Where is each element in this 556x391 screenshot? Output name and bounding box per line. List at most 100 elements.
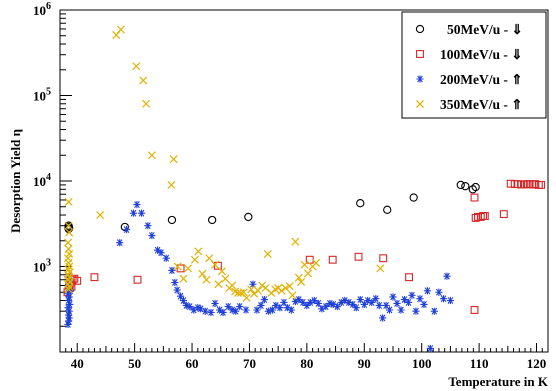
y-tick-label: 105 (33, 87, 51, 104)
x-tick-label: 90 (358, 356, 371, 371)
data-point (142, 99, 151, 108)
data-point (470, 306, 479, 314)
data-point (148, 231, 156, 240)
data-point (211, 299, 219, 308)
data-point (250, 289, 259, 298)
legend-label-200mev: 200MeV/u - ⇑ (440, 72, 523, 87)
data-point (295, 296, 303, 304)
data-point (376, 264, 385, 273)
data-point (420, 300, 428, 309)
data-point (169, 155, 178, 164)
data-point (281, 284, 290, 293)
data-point (383, 205, 392, 214)
data-point (186, 302, 194, 311)
data-point (416, 295, 424, 303)
data-point (349, 300, 357, 309)
data-point (260, 296, 268, 304)
data-point (285, 282, 294, 291)
data-point (221, 274, 230, 283)
data-point (147, 151, 156, 160)
data-point (182, 301, 190, 310)
data-point (207, 215, 217, 225)
data-point (306, 298, 314, 307)
data-point (65, 307, 73, 315)
data-point (217, 267, 226, 276)
data-point (168, 266, 176, 275)
data-point (244, 212, 253, 222)
data-point (294, 273, 303, 282)
series-cross (64, 25, 385, 302)
data-point (202, 275, 211, 284)
data-point (236, 302, 244, 311)
data-point (299, 298, 307, 307)
legend-marker (416, 50, 424, 58)
data-point (470, 193, 479, 202)
data-point (133, 200, 141, 209)
data-point (205, 254, 214, 263)
data-point (435, 288, 443, 296)
data-point (171, 278, 179, 287)
data-point (65, 314, 73, 322)
data-point (228, 306, 236, 314)
data-point (167, 180, 176, 189)
data-point (393, 299, 401, 308)
data-point (154, 246, 162, 254)
data-point (65, 293, 73, 301)
data-point (537, 180, 546, 189)
data-point (184, 264, 193, 273)
y-tick-label: 104 (33, 172, 51, 189)
data-point (242, 306, 250, 314)
data-points (63, 25, 546, 353)
data-point (356, 296, 364, 304)
data-point (291, 237, 300, 246)
axis-ticks: 40 50 60 70 80 90 100 110 120 103 104 105 106 (33, 1, 549, 371)
data-point (64, 285, 73, 294)
data-point (372, 295, 380, 303)
data-point (194, 304, 202, 312)
data-point (476, 212, 485, 221)
data-point (264, 307, 273, 315)
data-point (249, 280, 257, 288)
data-point (461, 182, 470, 191)
data-point (129, 209, 138, 217)
data-point (253, 306, 261, 314)
data-point (137, 209, 146, 217)
legend-label-50mev: 50MeV/u - ⇓ (447, 22, 523, 37)
data-point (276, 304, 284, 312)
data-point (144, 222, 152, 230)
data-point (176, 292, 185, 300)
data-point (239, 288, 248, 297)
data-point (408, 291, 416, 299)
data-point (389, 293, 397, 301)
data-point (190, 306, 198, 314)
data-point (96, 210, 105, 220)
data-point (197, 305, 205, 313)
data-point (173, 262, 182, 271)
data-point (379, 254, 388, 263)
data-point (132, 62, 141, 71)
data-point (65, 228, 74, 237)
data-point (456, 180, 465, 190)
data-point (272, 301, 280, 310)
data-point (277, 286, 286, 295)
x-tick-label: 70 (243, 356, 256, 371)
data-point (352, 304, 360, 312)
data-point (499, 210, 508, 219)
data-point (375, 301, 383, 310)
legend-label-100mev: 100MeV/u - ⇓ (440, 47, 523, 62)
legend-box (401, 11, 547, 119)
data-point (133, 275, 142, 284)
data-point (471, 213, 480, 222)
data-point (326, 299, 334, 308)
data-point (179, 274, 188, 283)
data-point (379, 314, 387, 322)
data-point (116, 239, 124, 247)
data-point (303, 269, 313, 278)
data-point (300, 260, 309, 269)
data-point (162, 254, 170, 262)
data-point (201, 307, 209, 315)
data-point (258, 281, 267, 290)
y-tick-label: 103 (33, 258, 51, 275)
data-point (328, 255, 337, 264)
